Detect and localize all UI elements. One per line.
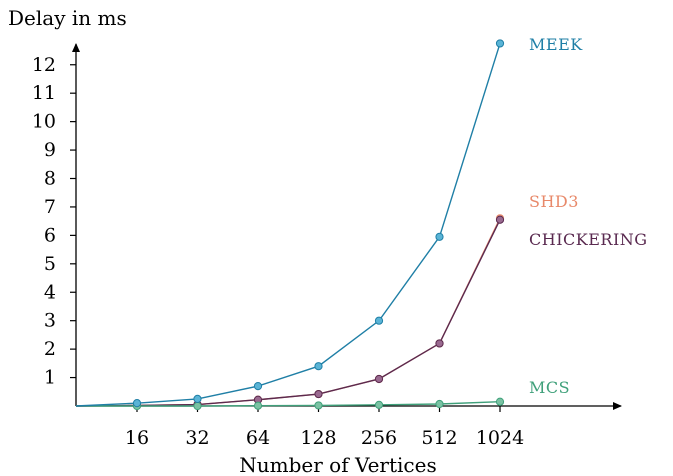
x-tick-label: 64 — [246, 427, 270, 449]
y-tick-label: 10 — [32, 111, 56, 133]
y-tick-label: 1 — [44, 367, 56, 389]
x-axis-title: Number of Vertices — [239, 453, 436, 476]
data-point-mcs — [254, 402, 261, 409]
data-point-chickering — [315, 390, 322, 397]
data-point-meek — [315, 363, 322, 370]
x-tick-label: 512 — [421, 427, 457, 449]
x-tick-label: 1024 — [476, 427, 524, 449]
series-labels: MEEK SHD3 CHICKERING MCS — [529, 35, 648, 397]
data-point-meek — [496, 40, 503, 47]
y-tick-label: 5 — [44, 253, 56, 275]
data-point-meek — [375, 317, 382, 324]
y-tick-label: 4 — [44, 281, 56, 303]
series-label-chickering: CHICKERING — [529, 230, 648, 249]
data-point-mcs — [315, 402, 322, 409]
data-point-chickering — [375, 375, 382, 382]
data-point-mcs — [194, 402, 201, 409]
series-line-chickering — [76, 220, 500, 406]
y-tick-label: 11 — [32, 82, 56, 104]
data-point-mcs — [436, 400, 443, 407]
y-tick-label: 3 — [44, 310, 56, 332]
data-point-mcs — [496, 398, 503, 405]
y-tick-label: 9 — [44, 139, 56, 161]
series-line-shd3 — [76, 218, 500, 406]
series-lines — [76, 43, 500, 406]
data-point-chickering — [496, 216, 503, 223]
y-tick-label: 12 — [32, 54, 56, 76]
series-line-meek — [76, 43, 500, 406]
data-point-chickering — [436, 340, 443, 347]
series-label-mcs: MCS — [529, 378, 570, 397]
data-point-mcs — [375, 401, 382, 408]
data-point-meek — [254, 382, 261, 389]
x-tick-label: 16 — [125, 427, 149, 449]
series-label-meek: MEEK — [529, 35, 583, 54]
series-label-shd3: SHD3 — [529, 192, 579, 211]
x-tick-label: 256 — [361, 427, 397, 449]
y-tick-label: 2 — [44, 338, 56, 360]
data-point-meek — [133, 400, 140, 407]
y-axis-title: Delay in ms — [8, 6, 127, 30]
x-axis-ticks: 16 32 64 128 256 512 1024 — [125, 406, 524, 449]
x-tick-label: 32 — [185, 427, 209, 449]
y-tick-label: 6 — [44, 224, 56, 246]
x-tick-label: 128 — [300, 427, 336, 449]
y-tick-label: 8 — [44, 168, 56, 190]
series-points — [133, 40, 503, 410]
y-tick-label: 7 — [44, 196, 56, 218]
data-point-meek — [194, 395, 201, 402]
data-point-meek — [436, 233, 443, 240]
